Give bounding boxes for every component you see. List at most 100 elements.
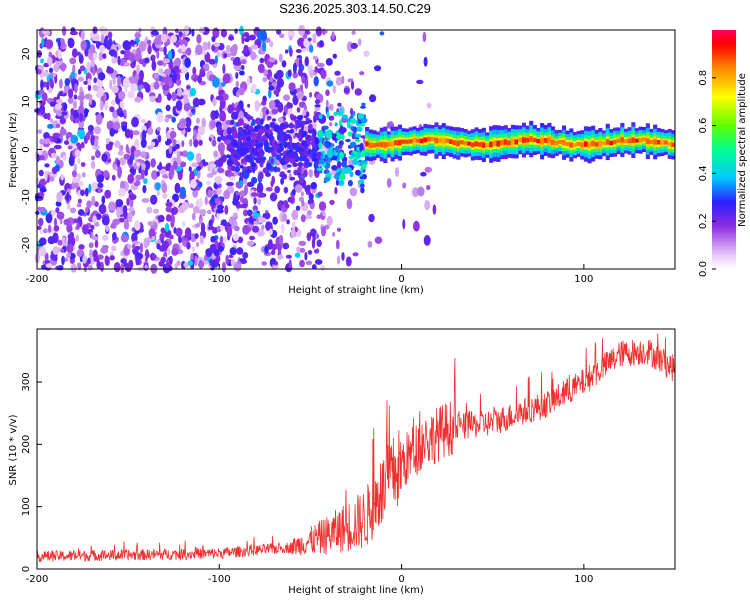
spectrogram-noise-cell [38, 217, 44, 227]
spectrogram-signal-cell [580, 142, 585, 148]
spectrogram-noise-cell [47, 236, 56, 245]
colorbar-tick-label: 0.0 [698, 261, 709, 277]
spectrogram-noise-cell [74, 149, 81, 158]
spectrogram-noise-cell [236, 247, 244, 255]
spectrogram-noise-cell [250, 44, 258, 50]
spectrogram-noise-cell [235, 91, 240, 98]
spectrogram-noise-cell [374, 236, 383, 244]
spectrogram-noise-cell [273, 89, 280, 96]
spectrogram-transition-cell [231, 126, 237, 131]
spectrogram-transition-cell [300, 125, 304, 131]
spectrogram-noise-cell [44, 138, 51, 144]
spectrogram-noise-cell [127, 211, 133, 223]
spectrogram-noise-cell [88, 183, 92, 194]
spectrogram-noise-cell [157, 134, 162, 143]
spectrogram-noise-cell [295, 49, 302, 53]
spectrogram-noise-cell [195, 152, 202, 163]
spectrogram-noise-cell [220, 28, 227, 38]
spectrogram-noise-cell [161, 182, 168, 194]
spectrogram-noise-cell [61, 255, 65, 266]
spectrogram-transition-cell [289, 157, 295, 164]
spectrogram-noise-cell [69, 57, 77, 65]
spectrogram-y-axis-label: Frequency (Hz) [8, 112, 19, 188]
spectrogram-noise-cell [275, 69, 284, 79]
spectrogram-noise-cell [86, 200, 92, 208]
spectrogram-noise-cell [217, 245, 224, 252]
spectrogram-noise-cell [74, 182, 79, 189]
spectrogram-noise-cell [127, 243, 132, 249]
colorbar: 0.0 0.2 0.4 0.6 0.8 Normalized spectral ampl… [698, 30, 748, 277]
spectrogram-noise-cell [103, 93, 107, 102]
spectrogram-noise-cell [322, 28, 326, 36]
spectrogram-noise-cell [49, 77, 53, 87]
spectrogram-noise-cell [196, 117, 200, 125]
spectrogram-noise-cell [210, 119, 216, 129]
spectrogram-noise-cell [189, 111, 193, 118]
spectrogram-noise-cell [306, 210, 312, 216]
spectrogram-signal-cell [492, 140, 497, 147]
spectrogram-noise-cell [60, 248, 65, 253]
spectrogram-noise-cell [248, 34, 256, 41]
spectrogram-noise-cell [250, 51, 257, 61]
spectrogram-noise-cell [325, 89, 330, 97]
spectrogram-noise-cell [240, 65, 245, 70]
snr-x-tick-label: 0 [398, 574, 404, 585]
spectrogram-noise-cell [416, 79, 424, 85]
spectrogram-noise-cell [276, 29, 282, 35]
spectrogram-noise-cell [91, 195, 96, 206]
spectrogram-noise-cell [168, 144, 173, 154]
chart-title: S236.2025.303.14.50.C29 [279, 1, 431, 16]
spectrogram-transition-cell [350, 126, 354, 131]
spectrogram-noise-cell [235, 72, 239, 79]
spectrogram-signal-cell [551, 139, 556, 145]
spectrogram-noise-cell [53, 144, 62, 150]
spectrogram-transition-cell [338, 127, 346, 135]
spectrogram-transition-cell [260, 156, 267, 161]
spectrogram-transition-cell [233, 107, 240, 111]
spectrogram-noise-cell [417, 186, 425, 197]
spectrogram-noise-cell [55, 207, 60, 214]
spectrogram-noise-cell [216, 212, 220, 221]
spectrogram-noise-cell [257, 216, 265, 224]
spectrogram-noise-cell [234, 225, 240, 232]
spectrogram-noise-cell [229, 247, 237, 256]
spectrogram-noise-cell [299, 259, 305, 268]
spectrogram-noise-cell [317, 191, 323, 197]
spectrogram-noise-cell [109, 128, 115, 137]
spectrogram-noise-cell [227, 104, 234, 114]
spectrogram-noise-cell [292, 62, 297, 74]
spectrogram-transition-cell [230, 165, 236, 172]
spectrogram-noise-cell [328, 115, 335, 121]
spectrogram-noise-cell [292, 95, 299, 106]
spectrogram-noise-cell [272, 265, 276, 271]
spectrogram-signal-cell [419, 138, 424, 144]
spectrogram-transition-cell [237, 138, 241, 144]
spectrogram-transition-cell [226, 127, 232, 135]
spectrogram-noise-cell [402, 182, 407, 189]
spectrogram-noise-cell [145, 160, 150, 168]
spectrogram-signal-cell [660, 140, 665, 145]
spectrogram-signal-cell [376, 142, 381, 147]
snr-x-tick-label: -200 [26, 574, 49, 585]
spectrogram-noise-cell [198, 218, 203, 225]
spectrogram-transition-cell [259, 149, 265, 157]
spectrogram-noise-cell [207, 41, 211, 50]
spectrogram-signal-cell [503, 139, 508, 145]
spectrogram-noise-cell [70, 108, 75, 116]
spectrogram-noise-cell [98, 203, 107, 215]
spectrogram-noise-cell [39, 230, 44, 235]
spectrogram-noise-cell [297, 68, 303, 77]
spectrogram-noise-cell [162, 193, 168, 199]
spectrogram-noise-cell [194, 255, 198, 267]
spectrogram-noise-cell [229, 176, 236, 181]
spectrogram-noise-cell [181, 44, 186, 53]
spectrogram-noise-cell [156, 189, 160, 197]
spectrogram-transition-cell [307, 162, 313, 168]
spectrogram-noise-cell [345, 256, 352, 267]
spectrogram-noise-cell [322, 210, 326, 217]
spectrogram-transition-cell [360, 105, 366, 109]
spectrogram-noise-cell [84, 187, 89, 197]
spectrogram-transition-cell [318, 159, 325, 165]
spectrogram-noise-cell [299, 84, 304, 91]
spectrogram-transition-cell [347, 124, 352, 129]
